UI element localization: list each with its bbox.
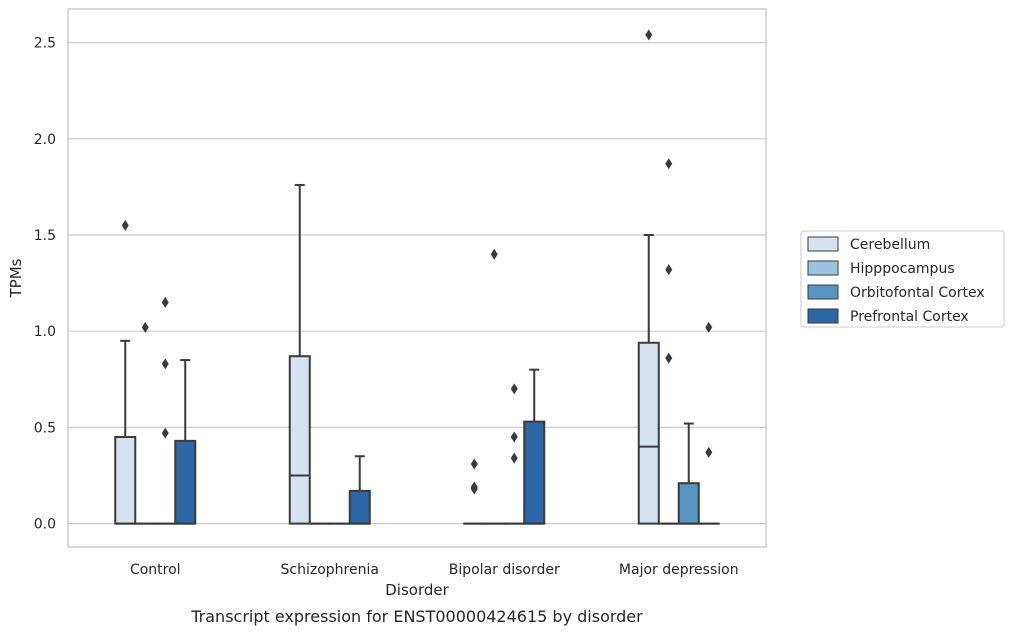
x-tick-label: Bipolar disorder [449,562,560,578]
box-group [114,29,720,525]
y-tick-label: 0.5 [34,420,56,436]
chart-caption: Transcript expression for ENST0000042461… [190,607,643,626]
box-cerebellum [114,436,137,525]
plot-background [68,9,766,547]
x-tick-labels: Control Schizophrenia Bipolar disorder Majo… [130,562,739,578]
outlier-point [470,458,478,470]
y-tick-labels: 0.0 0.5 1.0 1.5 2.0 2.5 [34,36,56,533]
legend-label-cerebellum: Cerebellum [850,237,930,253]
y-tick-label: 2.0 [34,132,56,148]
outlier-point [705,446,713,458]
outlier-point [490,248,498,260]
x-tick-label: Major depression [619,562,739,578]
legend-swatch-orbitofontal-cortex [807,284,839,300]
outlier-point [665,158,673,170]
box-cerebellum [288,355,311,525]
legend-frame [800,230,1005,328]
outlier-point [645,29,653,41]
box-prefrontal-cortex [523,420,546,525]
outlier-point [121,219,129,231]
box-prefrontal-cortex [174,439,197,525]
box-prefrontal-cortex [348,489,371,525]
outlier-point [510,452,518,464]
box-orbitofontal-cortex [677,482,700,525]
y-tick-label: 1.0 [34,324,56,340]
outlier-point [665,264,673,276]
y-tick-label: 1.5 [34,228,56,244]
y-tick-label: 0.0 [34,517,56,533]
outlier-point [510,383,518,395]
outlier-point [705,321,713,333]
plot-frame [67,8,767,548]
x-tick-label: Control [130,562,181,578]
y-axis-title: TPMs [7,258,25,298]
outlier-point [141,321,149,333]
x-axis-title: Disorder [385,581,449,599]
box-cerebellum [637,341,660,525]
x-tick-label: Schizophrenia [281,562,379,578]
legend-swatch-prefrontal-cortex [807,308,839,324]
outlier-point [161,427,169,439]
legend-label-orbitofontal-cortex: Orbitofontal Cortex [850,285,985,301]
outlier-point [665,352,673,364]
legend-swatch-hipppocampus [807,260,839,276]
y-tick-label: 2.5 [34,36,56,52]
legend-label-hipppocampus: Hipppocampus [850,261,955,277]
legend-label-prefrontal-cortex: Prefrontal Cortex [850,309,969,325]
legend: Cerebellum Hipppocampus Orbitofontal Corte… [800,230,1005,328]
legend-swatch-cerebellum [807,236,839,252]
outlier-point [161,358,169,370]
outlier-point [510,431,518,443]
outlier-point [470,483,478,495]
outlier-point [161,296,169,308]
